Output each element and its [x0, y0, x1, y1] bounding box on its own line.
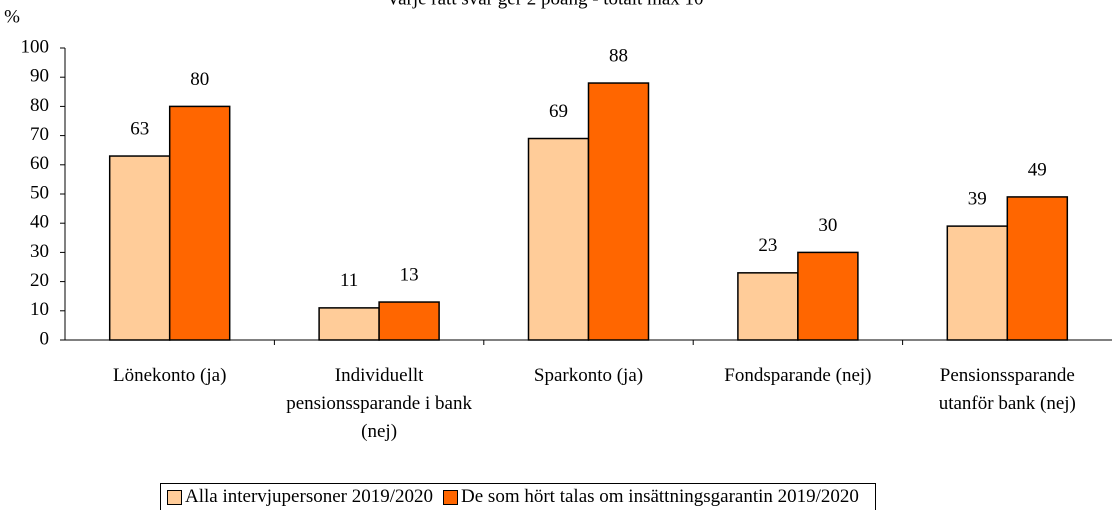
bar — [527, 137, 590, 341]
data-label: 69 — [549, 101, 568, 122]
chart: Varje rätt svar ger 2 poäng - totalt max… — [4, 0, 1112, 349]
y-axis-label: % — [4, 6, 20, 27]
y-tick-label: 40 — [30, 212, 49, 233]
data-label: 13 — [400, 264, 419, 285]
bar — [737, 272, 799, 341]
bar — [108, 155, 171, 341]
data-label: 80 — [190, 69, 209, 90]
x-tick-label: Individuellt pensionssparande i bank (ne… — [286, 365, 472, 442]
data-label: 88 — [609, 45, 628, 66]
bar — [1006, 196, 1069, 341]
x-tick-label: Lönekonto (ja) — [112, 365, 227, 386]
y-tick-label: 0 — [40, 328, 50, 349]
legend-swatch — [167, 490, 182, 506]
bar — [168, 105, 231, 341]
y-tick-label: 10 — [30, 299, 49, 320]
legend-label: De som hört talas om insättningsgarantin… — [461, 486, 859, 507]
legend: Alla intervjupersoner 2019/2020 De som hö… — [160, 483, 876, 510]
data-label: 39 — [968, 188, 987, 209]
chart-title: Varje rätt svar ger 2 poäng - totalt max… — [386, 0, 703, 9]
bar — [587, 82, 650, 341]
y-tick-label: 50 — [30, 182, 49, 203]
y-tick-label: 20 — [30, 270, 49, 291]
x-tick-label: Sparkonto (ja) — [533, 365, 644, 386]
data-label: 63 — [130, 118, 149, 139]
y-tick-label: 80 — [30, 95, 49, 116]
y-tick-label: 100 — [21, 36, 50, 57]
y-tick-label: 30 — [30, 241, 49, 262]
legend-label: Alla intervjupersoner 2019/2020 — [185, 486, 434, 507]
y-tick-label: 70 — [30, 124, 49, 145]
data-label: 49 — [1028, 159, 1047, 180]
data-label: 11 — [340, 270, 358, 291]
bar — [797, 251, 859, 341]
x-tick-label: Pensionssparande utanför bank (nej) — [938, 365, 1076, 414]
data-label: 23 — [758, 235, 777, 256]
bar — [378, 301, 440, 341]
x-tick-label: Fondsparande (nej) — [724, 365, 872, 386]
legend-swatch — [443, 490, 459, 506]
legend-item: Alla intervjupersoner 2019/2020 — [167, 486, 433, 508]
y-tick-label: 90 — [30, 66, 49, 87]
bar — [318, 307, 380, 341]
y-tick-label: 60 — [30, 153, 49, 174]
bar — [946, 225, 1009, 341]
data-label: 30 — [818, 215, 837, 236]
legend-item: De som hört talas om insättningsgarantin… — [443, 486, 859, 508]
